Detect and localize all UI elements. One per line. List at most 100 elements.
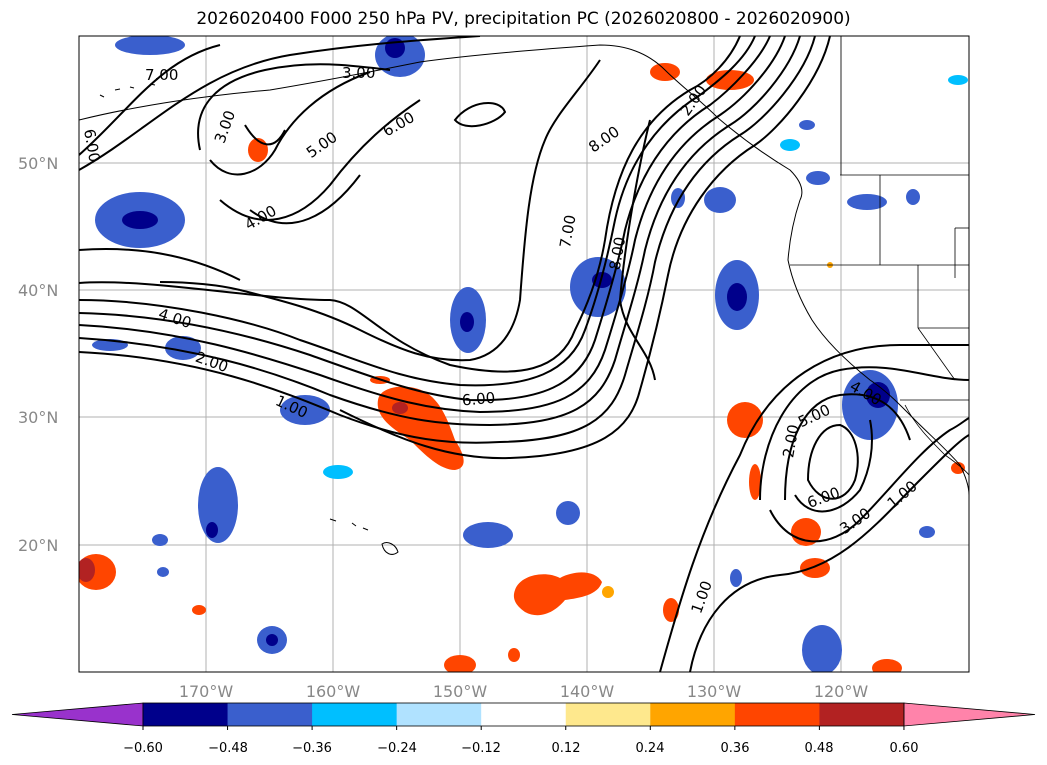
colorbar-tick-label: −0.48 [208,741,248,756]
pv-contour [249,174,361,225]
pv-contours [79,36,969,672]
pv-contour [219,99,421,221]
pv-contour [79,36,786,414]
lat-label: 50°N [18,154,58,173]
pv-contour [784,393,911,501]
colorbar [11,702,1036,730]
lon-label: 150°W [433,682,488,701]
colorbar-segment [481,703,567,726]
map-title: 2026020400 F000 250 hPa PV, precipitatio… [196,9,851,29]
precip-blob-pos-core [392,402,408,414]
contour-label: 7.00 [145,66,178,84]
colorbar-segment [819,703,905,726]
precip-blob-neg [157,567,169,577]
lat-label: 30°N [18,408,58,427]
precip-blob-neg [115,36,185,55]
precip-blob-neg [806,171,830,185]
precip-blob-neg [730,569,742,587]
precip-blob-pos [727,402,763,438]
colorbar-segment [396,703,482,726]
precip-blob-pos [513,572,602,616]
colorbar-segment [143,703,229,726]
pv-contour [79,36,481,171]
colorbar-segment [565,703,651,726]
contour-label: 6.00 [80,128,104,164]
pv-contour [79,36,756,387]
precip-blob-pos-light [602,586,614,598]
coast-hawaii-big [381,542,399,555]
pv-contour [659,343,969,672]
colorbar-tick-label: 0.36 [721,741,750,756]
pv-contour [759,366,969,501]
pv-contour [339,36,831,460]
precip-blob-neg [671,188,685,208]
pv-contour [159,281,241,291]
precip-blob-neg-core [266,634,278,646]
precip-blob-neg [919,526,935,538]
contour-label: 8.00 [606,235,630,271]
colorbar-tick-label: −0.60 [123,741,163,756]
precip-blob-neg-core [727,283,747,311]
contour-label: 3.00 [342,64,375,82]
precip-blob-pos-core [79,558,95,582]
colorbar-tick-label: −0.12 [461,741,501,756]
precip-blob-neg [847,194,887,210]
colorbar-tick-label: 0.60 [890,741,919,756]
colorbar-segment [650,703,736,726]
coast-hawaii [329,518,369,531]
colorbar-extend-max [903,702,1036,727]
colorbar-tick-label: 0.48 [805,741,834,756]
longitude-labels: 170°W 160°W 150°W 140°W 130°W 120°W [179,682,869,701]
precip-blob-neg [152,534,168,546]
precip-blob-pos [663,598,679,622]
precip-blob-neg [463,522,513,548]
precip-blob-neg-light [948,75,968,85]
pv-contour [79,36,816,444]
pv-contour [209,71,371,176]
precip-fill-layer [79,36,968,672]
pv-contour [769,417,969,543]
precip-blob-neg [556,501,580,525]
precip-blob-neg [165,336,201,360]
contour-label: 6.00 [461,389,496,410]
precip-blob-neg-core [460,312,474,332]
pv-contour [79,44,221,156]
colorbar-frame [142,702,905,727]
colorbar-segment [312,703,398,726]
pv-contour [79,36,741,373]
coast-alaska [79,44,803,201]
precip-blob-pos [444,655,476,672]
colorbar-segment [734,703,820,726]
precip-blob-neg-light [323,465,353,479]
pv-contour [197,63,391,151]
pv-contour [806,423,859,500]
latitude-labels: 50°N 40°N 30°N 20°N [18,154,58,555]
coast-west-na [787,199,969,496]
colorbar-extend-min [11,702,144,727]
colorbar-tick-label: −0.24 [377,741,417,756]
pv-contour [689,434,969,672]
lon-label: 140°W [560,682,615,701]
precip-blob-pos [951,462,965,474]
precip-blob-neg [799,120,815,130]
pv-contour [794,419,873,513]
pv-contour [79,248,241,281]
map-frame [78,35,970,673]
precip-blob-neg [704,187,736,213]
precip-blob-neg-core [206,522,218,538]
colorbar-tick-label: −0.36 [292,741,332,756]
colorbar-tick-labels: −0.60 −0.48 −0.36 −0.24 −0.12 0.12 0.24 … [123,741,918,756]
pv-contour [79,36,771,402]
lon-label: 160°W [306,682,361,701]
pv-contour [79,36,801,427]
contour-label: 7.00 [556,213,580,249]
precip-blob-neg [198,467,238,543]
precip-blob-pos [192,605,206,615]
lat-label: 20°N [18,536,58,555]
border-state [917,327,956,381]
precip-blob-neg [906,189,920,205]
lon-label: 130°W [687,682,742,701]
precip-blob-neg-light [780,139,800,151]
coastlines [79,44,969,555]
contour-label: 2.00 [779,423,803,459]
